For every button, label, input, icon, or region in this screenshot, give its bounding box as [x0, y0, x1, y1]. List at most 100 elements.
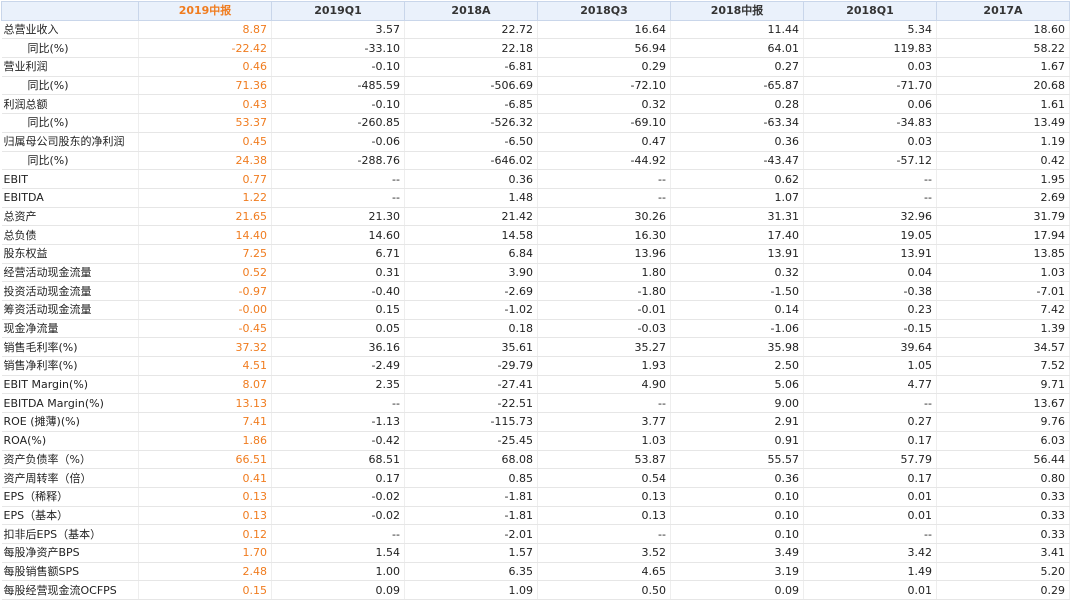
value-cell: -6.50 — [404, 132, 538, 152]
row-label: 利润总额 — [1, 94, 139, 115]
value-cell: -- — [803, 188, 937, 208]
value-cell: 0.46 — [138, 57, 272, 77]
row-label: 股东权益 — [1, 244, 139, 264]
value-cell: 14.40 — [138, 225, 272, 245]
value-cell: 0.36 — [404, 169, 538, 189]
row-label: 同比(%) — [1, 38, 139, 59]
value-cell: 6.35 — [404, 562, 538, 582]
value-cell: 35.98 — [670, 337, 804, 358]
value-cell: -- — [537, 393, 671, 414]
value-cell: 58.22 — [936, 38, 1070, 59]
value-cell: 21.42 — [404, 206, 538, 227]
row-label: 每股销售额SPS — [1, 562, 139, 582]
value-cell: 0.13 — [537, 486, 671, 507]
data-row: EBIT Margin(%) 8.07 2.35 -27.41 4.90 5.06 4.77… — [1, 375, 1070, 395]
data-row: 经营活动现金流量 0.52 0.31 3.90 1.80 0.32 0.04 1.03 — [1, 262, 1070, 283]
value-cell: 3.52 — [537, 543, 671, 563]
value-cell: 0.28 — [670, 94, 804, 115]
value-cell: 1.57 — [404, 543, 538, 563]
value-cell: 3.90 — [404, 262, 538, 283]
row-label: 营业利润 — [1, 57, 139, 77]
value-cell: -25.45 — [404, 431, 538, 451]
column-header: 2018中报 — [670, 1, 804, 21]
row-label: 每股经营现金流OCFPS — [1, 580, 139, 600]
value-cell: 0.17 — [271, 468, 405, 488]
value-cell: 2.69 — [936, 188, 1070, 208]
value-cell: -115.73 — [404, 412, 538, 432]
row-label: EBITDA — [1, 188, 139, 208]
row-label: 销售净利率(%) — [1, 356, 139, 376]
row-label: 同比(%) — [1, 76, 139, 96]
value-cell: 6.03 — [936, 431, 1070, 451]
value-cell: -0.42 — [271, 431, 405, 451]
value-cell: 0.03 — [803, 57, 937, 77]
value-cell: -2.01 — [404, 524, 538, 544]
value-cell: 68.51 — [271, 450, 405, 470]
value-cell: 1.00 — [271, 562, 405, 582]
value-cell: -22.51 — [404, 393, 538, 414]
data-row: 同比(%) 24.38 -288.76 -646.02 -44.92 -43.47 -57.… — [1, 151, 1070, 171]
row-label: EBIT Margin(%) — [1, 375, 139, 395]
value-cell: 4.77 — [803, 375, 937, 395]
value-cell: 1.07 — [670, 188, 804, 208]
data-row: 资产负债率（%） 66.51 68.51 68.08 53.87 55.57 57.79 56… — [1, 450, 1070, 470]
value-cell: -- — [537, 524, 671, 544]
value-cell: 0.10 — [670, 506, 804, 526]
value-cell: 57.79 — [803, 450, 937, 470]
value-cell: -0.97 — [138, 281, 272, 301]
data-row: 扣非后EPS（基本） 0.12 -- -2.01 -- 0.10 -- 0.33 — [1, 524, 1070, 544]
value-cell: 0.23 — [803, 300, 937, 320]
value-cell: 0.27 — [670, 57, 804, 77]
value-cell: 56.94 — [537, 38, 671, 59]
value-cell: 0.50 — [537, 580, 671, 600]
column-header: 2018Q1 — [803, 1, 937, 21]
value-cell: -- — [271, 188, 405, 208]
value-cell: 1.09 — [404, 580, 538, 600]
value-cell: 66.51 — [138, 450, 272, 470]
value-cell: 0.03 — [803, 132, 937, 152]
value-cell: 2.50 — [670, 356, 804, 376]
value-cell: 9.00 — [670, 393, 804, 414]
value-cell: 0.14 — [670, 300, 804, 320]
value-cell: 0.06 — [803, 94, 937, 115]
value-cell: 3.57 — [271, 20, 405, 40]
column-header: 2019Q1 — [271, 1, 405, 21]
value-cell: 0.27 — [803, 412, 937, 432]
value-cell: -- — [271, 524, 405, 544]
row-label: EPS（基本） — [1, 506, 139, 526]
value-cell: 0.80 — [936, 468, 1070, 488]
value-cell: 53.37 — [138, 113, 272, 133]
value-cell: 1.19 — [936, 132, 1070, 152]
data-row: EBITDA Margin(%) 13.13 -- -22.51 -- 9.00 -- 13.… — [1, 393, 1070, 414]
value-cell: 1.22 — [138, 188, 272, 208]
value-cell: 22.72 — [404, 20, 538, 40]
value-cell: 0.09 — [670, 580, 804, 600]
value-cell: -- — [803, 169, 937, 189]
value-cell: 0.31 — [271, 262, 405, 283]
value-cell: 1.93 — [537, 356, 671, 376]
value-cell: 34.57 — [936, 337, 1070, 358]
value-cell: 0.47 — [537, 132, 671, 152]
value-cell: -0.01 — [537, 300, 671, 320]
value-cell: 9.71 — [936, 375, 1070, 395]
value-cell: 0.36 — [670, 132, 804, 152]
value-cell: 55.57 — [670, 450, 804, 470]
value-cell: -288.76 — [271, 151, 405, 171]
value-cell: -65.87 — [670, 76, 804, 96]
value-cell: -63.34 — [670, 113, 804, 133]
value-cell: 0.29 — [537, 57, 671, 77]
value-cell: 0.77 — [138, 169, 272, 189]
data-row: 筹资活动现金流量 -0.00 0.15 -1.02 -0.01 0.14 0.23 7.42 — [1, 300, 1070, 320]
value-cell: 14.58 — [404, 225, 538, 245]
value-cell: 1.70 — [138, 543, 272, 563]
value-cell: 0.12 — [138, 524, 272, 544]
value-cell: 64.01 — [670, 38, 804, 59]
value-cell: 4.51 — [138, 356, 272, 376]
value-cell: 2.35 — [271, 375, 405, 395]
value-cell: 35.27 — [537, 337, 671, 358]
value-cell: -44.92 — [537, 151, 671, 171]
value-cell: -69.10 — [537, 113, 671, 133]
value-cell: -6.85 — [404, 94, 538, 115]
row-label: 总负债 — [1, 225, 139, 245]
row-label: 同比(%) — [1, 113, 139, 133]
